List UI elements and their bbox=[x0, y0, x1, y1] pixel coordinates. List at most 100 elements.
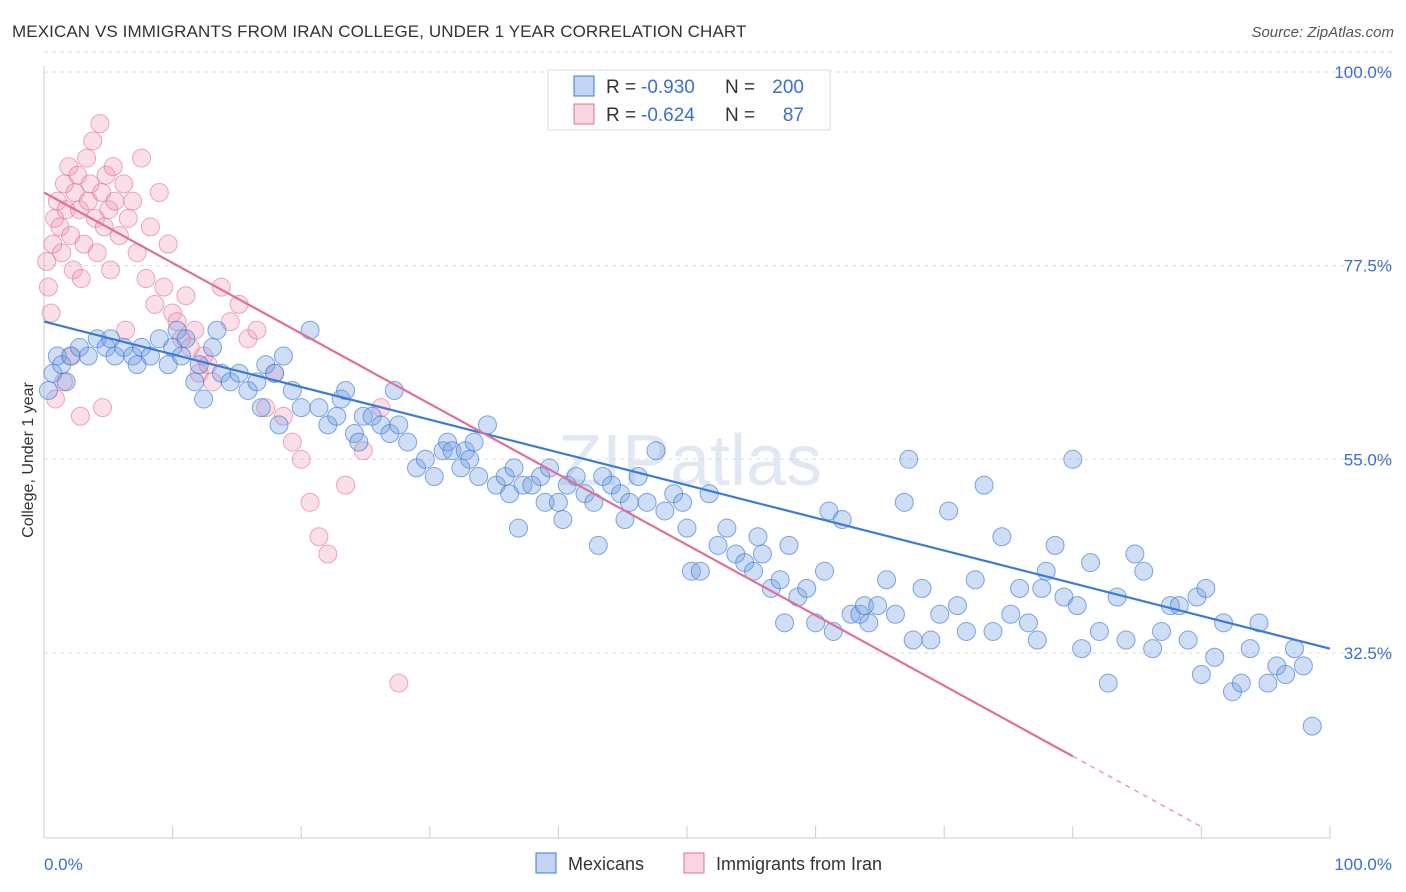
legend-swatch bbox=[535, 852, 557, 874]
data-point-iran bbox=[300, 492, 320, 512]
data-point-mexican bbox=[464, 432, 484, 452]
axes bbox=[43, 66, 1331, 839]
data-point-mexican bbox=[47, 346, 67, 366]
data-point-mexican bbox=[708, 535, 728, 555]
data-point-mexican bbox=[508, 518, 528, 538]
data-point-mexican bbox=[149, 329, 169, 349]
y-tick-label: 32.5% bbox=[1344, 644, 1392, 663]
data-point-iran bbox=[71, 269, 91, 289]
data-point-mexican bbox=[300, 320, 320, 340]
x-tick-labels: 0.0% 100.0% bbox=[44, 855, 1392, 874]
chart-title: MEXICAN VS IMMIGRANTS FROM IRAN COLLEGE,… bbox=[12, 22, 747, 41]
data-point-mexican bbox=[1293, 656, 1313, 676]
y-tick-label: 55.0% bbox=[1344, 450, 1392, 469]
data-point-mexican bbox=[673, 492, 693, 512]
data-point-iran bbox=[176, 286, 196, 306]
data-point-mexican bbox=[588, 535, 608, 555]
data-point-mexican bbox=[442, 441, 462, 461]
data-point-mexican bbox=[779, 535, 799, 555]
data-point-mexican bbox=[38, 380, 58, 400]
data-point-mexican bbox=[1089, 621, 1109, 641]
data-point-mexican bbox=[1258, 673, 1278, 693]
data-point-mexican bbox=[291, 398, 311, 418]
legend-r-value: -0.624 bbox=[641, 105, 695, 126]
data-point-mexican bbox=[956, 621, 976, 641]
data-point-mexican bbox=[438, 432, 458, 452]
watermark: ZIPatlas bbox=[558, 421, 822, 501]
data-point-mexican bbox=[1125, 544, 1145, 564]
data-point-iran bbox=[282, 432, 302, 452]
data-point-mexican bbox=[535, 492, 555, 512]
data-point-mexican bbox=[921, 630, 941, 650]
data-point-mexican bbox=[646, 441, 666, 461]
data-point-mexican bbox=[398, 432, 418, 452]
data-point-mexican bbox=[797, 578, 817, 598]
data-point-iran bbox=[132, 148, 152, 168]
data-point-mexican bbox=[877, 570, 897, 590]
data-point-iran bbox=[309, 527, 329, 547]
grid-lines bbox=[44, 51, 1392, 654]
legend-swatch bbox=[683, 852, 705, 874]
trend-line-iran bbox=[43, 191, 1074, 758]
data-point-iran bbox=[158, 234, 178, 254]
data-point-mexican bbox=[194, 389, 214, 409]
stats-legend: R = -0.930 N = 200 R = -0.624 N = 87 bbox=[547, 69, 831, 131]
data-point-mexican bbox=[1067, 596, 1087, 616]
y-axis-label: College, Under 1 year bbox=[20, 382, 37, 538]
data-point-iran bbox=[74, 234, 94, 254]
legend-r-label: R = bbox=[606, 77, 636, 98]
data-point-mexican bbox=[1081, 553, 1101, 573]
data-point-mexican bbox=[912, 578, 932, 598]
legend-n-value: 200 bbox=[772, 77, 804, 98]
data-point-mexican bbox=[983, 621, 1003, 641]
data-point-mexican bbox=[1045, 535, 1065, 555]
data-point-mexican bbox=[327, 406, 347, 426]
trend-line-iran-extension bbox=[1072, 755, 1202, 828]
data-point-iran bbox=[52, 243, 72, 263]
data-point-mexican bbox=[868, 596, 888, 616]
data-point-mexican bbox=[894, 492, 914, 512]
data-point-mexican bbox=[1205, 647, 1225, 667]
data-point-mexican bbox=[1196, 578, 1216, 598]
data-point-mexican bbox=[899, 449, 919, 469]
data-point-mexican bbox=[1151, 621, 1171, 641]
data-point-mexican bbox=[1231, 673, 1251, 693]
legend-n-label: N = bbox=[725, 105, 755, 126]
data-point-mexican bbox=[500, 484, 520, 504]
data-point-iran bbox=[114, 174, 134, 194]
data-point-iran bbox=[87, 243, 107, 263]
data-point-mexican bbox=[469, 467, 489, 487]
data-point-mexican bbox=[344, 423, 364, 443]
data-point-iran bbox=[353, 441, 373, 461]
data-point-iran bbox=[37, 251, 57, 271]
data-point-iran bbox=[83, 131, 103, 151]
data-point-mexican bbox=[553, 510, 573, 530]
data-point-iran bbox=[101, 260, 121, 280]
legend-label: Mexicans bbox=[568, 854, 644, 874]
data-point-iran bbox=[103, 157, 123, 177]
data-point-mexican bbox=[1010, 578, 1030, 598]
data-point-iran bbox=[77, 148, 97, 168]
data-point-iran bbox=[116, 320, 136, 340]
data-point-mexican bbox=[349, 432, 369, 452]
data-point-mexican bbox=[78, 346, 98, 366]
series-legend: Mexicans Immigrants from Iran bbox=[535, 852, 882, 874]
data-point-mexican bbox=[189, 355, 209, 375]
data-point-mexican bbox=[948, 596, 968, 616]
data-point-mexican bbox=[885, 604, 905, 624]
data-point-iran bbox=[140, 217, 160, 237]
data-point-iran bbox=[291, 449, 311, 469]
data-point-iran bbox=[318, 544, 338, 564]
data-point-mexican bbox=[566, 467, 586, 487]
data-point-mexican bbox=[637, 492, 657, 512]
source-label: Source: ZipAtlas.com bbox=[1251, 24, 1394, 41]
data-point-mexican bbox=[1018, 613, 1038, 633]
data-point-iran bbox=[145, 294, 165, 314]
y-tick-label: 77.5% bbox=[1344, 257, 1392, 276]
data-point-mexican bbox=[1001, 604, 1021, 624]
data-point-mexican bbox=[655, 501, 675, 521]
data-point-mexican bbox=[717, 518, 737, 538]
data-point-iran bbox=[389, 673, 409, 693]
data-point-mexican bbox=[203, 337, 223, 357]
data-point-mexican bbox=[415, 449, 435, 469]
